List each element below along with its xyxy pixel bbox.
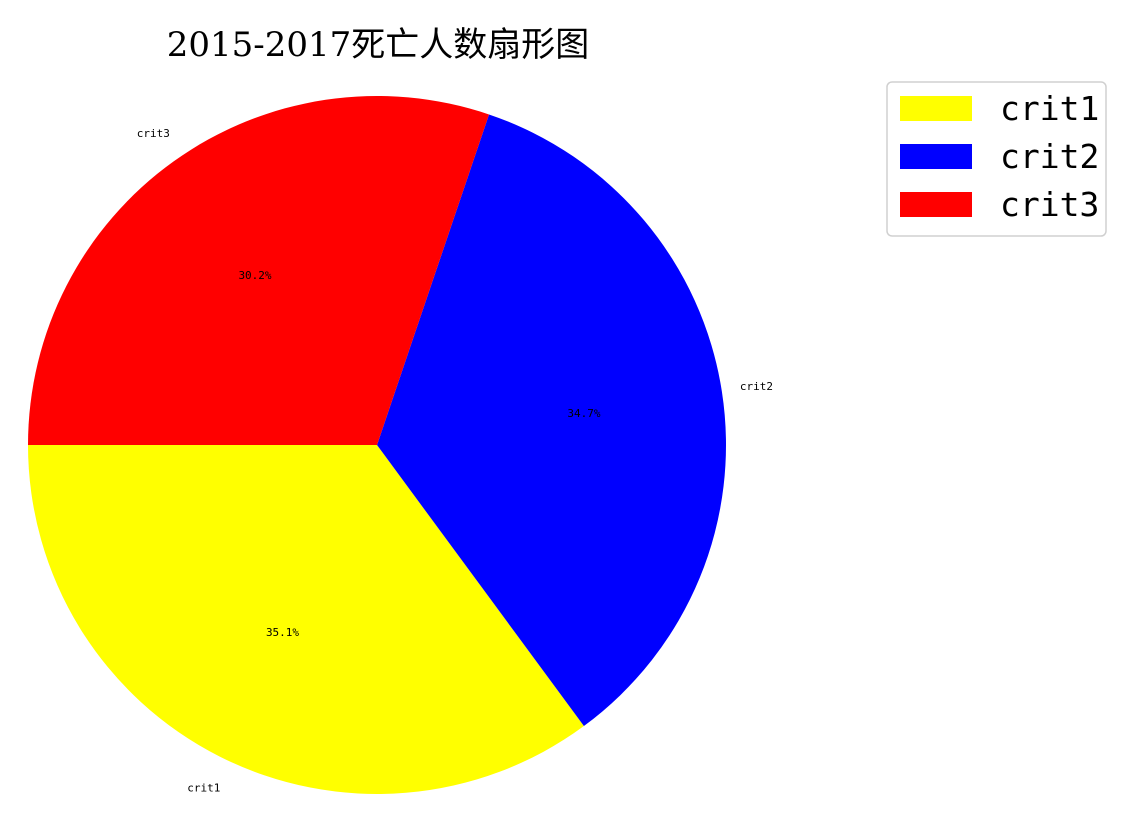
legend-label-crit1: crit1 [1000, 89, 1099, 128]
pie-slice-crit2 [377, 114, 727, 727]
pie-percent-label-crit1: 35.1% [266, 626, 299, 639]
pie-percent-label-crit2: 34.7% [567, 407, 600, 420]
pie-category-label-crit3: crit3 [137, 127, 170, 140]
legend-swatch-crit3 [900, 192, 972, 217]
pie-slice-crit3 [28, 95, 490, 446]
legend: crit1 crit2 crit3 [886, 81, 1107, 237]
pie-category-label-crit1: crit1 [187, 782, 220, 795]
legend-swatch-crit2 [900, 144, 972, 169]
legend-swatch-crit1 [900, 96, 972, 121]
pie-category-label-crit2: crit2 [740, 380, 773, 393]
chart-title: 2015-2017死亡人数扇形图 [167, 25, 590, 65]
legend-label-crit3: crit3 [1000, 185, 1099, 224]
pie-slices [28, 95, 727, 794]
pie-labels: 35.1% crit1 34.7% crit2 30.2% crit3 [137, 127, 773, 795]
legend-label-crit2: crit2 [1000, 137, 1099, 176]
pie-slice-crit1 [28, 445, 584, 794]
pie-percent-label-crit3: 30.2% [238, 269, 271, 282]
